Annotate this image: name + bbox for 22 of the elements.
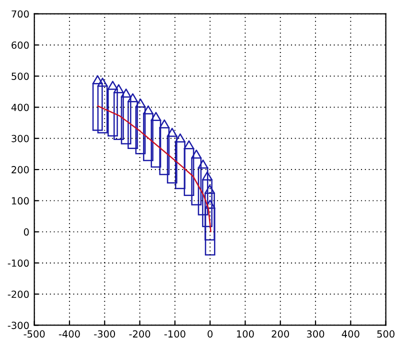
x-tick-label: -300: [94, 330, 116, 338]
x-tick-label: -200: [129, 330, 150, 338]
y-tick-label: 500: [12, 72, 29, 80]
y-tick-label: 600: [12, 41, 29, 49]
y-tick-label: 100: [12, 197, 29, 205]
x-tick-label: -100: [164, 330, 186, 338]
y-tick-label: -300: [8, 322, 29, 330]
y-tick-label: 400: [11, 104, 29, 112]
x-tick-label: 100: [237, 330, 254, 338]
x-tick-label: -500: [24, 330, 45, 338]
x-tick-label: 400: [342, 330, 360, 338]
x-tick-label: 0: [208, 330, 213, 338]
x-tick-label: 200: [272, 330, 290, 338]
y-tick-label: 700: [12, 10, 29, 18]
y-tick-label: -100: [8, 259, 29, 267]
y-tick-label: 200: [12, 166, 29, 174]
y-tick-label: -200: [8, 290, 29, 298]
y-tick-label: 0: [24, 228, 29, 236]
y-tick-label: 300: [12, 134, 29, 142]
x-tick-label: -400: [58, 330, 80, 338]
x-tick-label: 500: [377, 330, 394, 338]
x-tick-label: 300: [306, 330, 324, 338]
